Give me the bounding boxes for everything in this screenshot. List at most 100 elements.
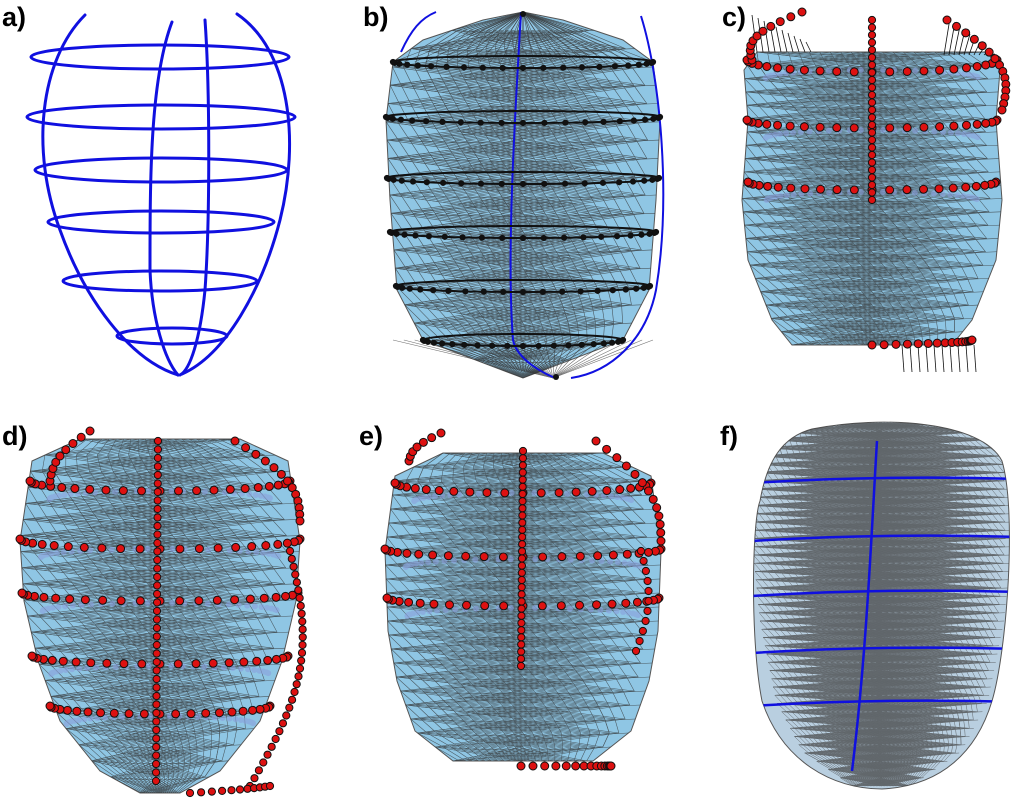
contour-point <box>517 561 527 570</box>
contour-point <box>627 232 634 239</box>
contour-ring <box>753 476 1010 485</box>
back-point <box>108 546 115 553</box>
contour-point <box>762 61 772 71</box>
back-point <box>53 550 60 556</box>
contour-point <box>153 581 162 590</box>
contour-point <box>919 122 929 132</box>
contour-point <box>590 341 597 348</box>
contour-point <box>656 536 666 546</box>
contour-point <box>441 233 448 240</box>
back-point <box>432 558 439 565</box>
contour-point <box>153 547 162 556</box>
back-point <box>567 556 574 563</box>
contour-point <box>271 654 281 664</box>
contour-point <box>175 596 185 606</box>
contour-point <box>51 593 61 603</box>
contour-point <box>540 234 547 242</box>
contour-point <box>152 691 161 701</box>
contour-point <box>638 231 645 238</box>
contour-point <box>386 228 394 236</box>
contour-point <box>25 476 35 486</box>
back-point <box>634 612 641 619</box>
contour-point <box>867 135 877 145</box>
contour-point <box>540 761 550 771</box>
contour-ring-points <box>27 651 293 669</box>
contour-point <box>517 647 526 656</box>
contour-point <box>571 487 581 497</box>
panel-e: e) <box>341 401 682 802</box>
contour-point <box>867 30 877 40</box>
back-point <box>76 665 83 672</box>
contour-long-right <box>570 15 665 379</box>
contour-point <box>152 674 161 684</box>
back-point <box>112 663 119 670</box>
contour-point <box>449 341 456 348</box>
back-point <box>441 558 448 565</box>
contour-point <box>885 123 895 133</box>
contour-point <box>70 484 80 494</box>
contour-point <box>519 234 527 242</box>
back-point <box>220 664 227 671</box>
contour-point <box>578 64 586 71</box>
contour-point <box>785 121 795 131</box>
contour-point <box>799 65 809 75</box>
contour-point <box>519 342 527 350</box>
contour-point <box>390 176 397 183</box>
contour-point <box>480 288 487 295</box>
back-point <box>507 556 514 563</box>
contour-point <box>152 717 161 726</box>
contour-point <box>742 115 752 125</box>
contour-point <box>644 596 653 606</box>
back-point <box>607 558 614 565</box>
back-point <box>857 127 864 134</box>
contour-point <box>867 45 877 55</box>
contour-long-right <box>180 12 292 376</box>
back-point <box>608 493 615 500</box>
contour-point <box>227 707 237 717</box>
contour-point <box>537 601 547 611</box>
back-point <box>532 605 539 612</box>
back-point <box>71 717 78 724</box>
contour-point <box>71 657 81 667</box>
contour-point <box>263 655 273 665</box>
contour-point <box>479 552 489 562</box>
contour-point <box>152 657 161 667</box>
back-point <box>61 492 68 498</box>
back-point <box>145 663 152 670</box>
contour-point <box>259 593 269 603</box>
contour-point <box>425 233 433 240</box>
contour-point <box>902 123 912 133</box>
back-point <box>434 607 441 614</box>
contour-point <box>981 60 991 70</box>
contour-point <box>37 539 47 549</box>
contour-point <box>153 572 162 582</box>
contour-point <box>551 761 561 771</box>
contour-point <box>445 287 452 294</box>
contour-point <box>152 700 161 709</box>
contour-point <box>261 541 271 551</box>
back-point <box>412 560 419 567</box>
back-point <box>598 558 605 565</box>
contour-point <box>297 656 306 665</box>
contour-point <box>55 451 65 461</box>
contour-point <box>867 150 877 160</box>
back-point <box>88 601 95 608</box>
contour-point <box>518 461 527 470</box>
contour-point <box>285 546 295 556</box>
contour-point <box>867 158 877 167</box>
contour-point <box>418 437 428 447</box>
contour-point <box>185 788 195 798</box>
contour-point <box>152 759 161 769</box>
contour-point <box>294 672 303 681</box>
contour-ring <box>753 699 1010 708</box>
contour-point <box>194 544 204 554</box>
contour-point <box>785 64 795 74</box>
contour-ring <box>753 534 1010 543</box>
back-point <box>911 189 918 196</box>
back-point <box>857 67 864 74</box>
back-point <box>260 550 267 556</box>
back-point <box>205 546 212 553</box>
contour-point <box>137 659 147 669</box>
contour-point <box>832 67 842 77</box>
back-point <box>426 608 433 615</box>
